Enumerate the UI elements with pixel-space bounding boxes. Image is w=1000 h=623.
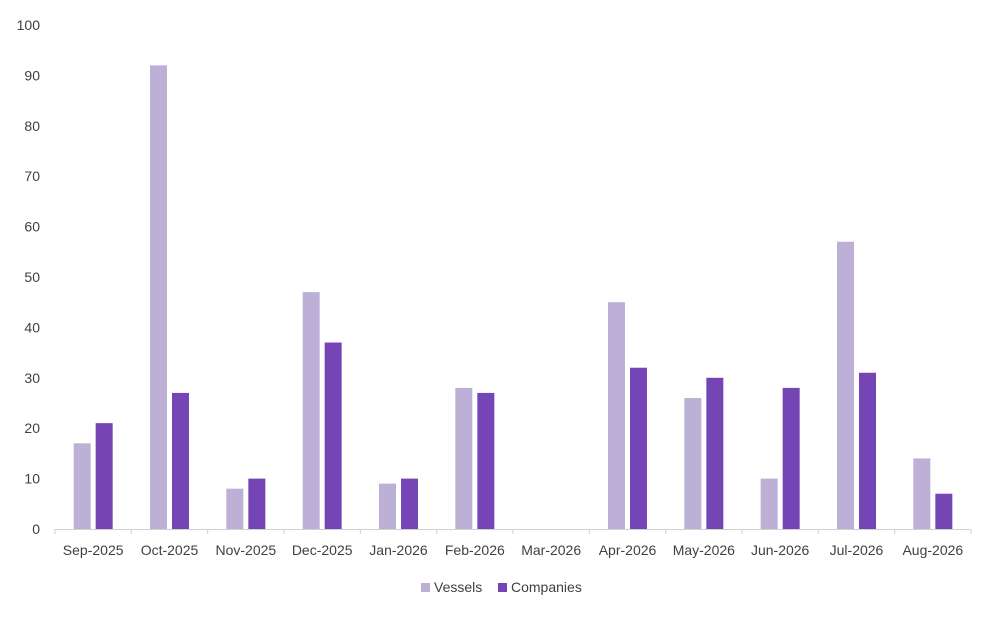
legend-swatch-companies (498, 583, 507, 592)
y-tick-label: 30 (24, 370, 40, 386)
bar-companies-may-2026 (706, 377, 724, 529)
bar-companies-apr-2026 (630, 367, 647, 529)
x-tick-label: Feb-2026 (445, 542, 505, 558)
x-tick-label: Nov-2025 (215, 542, 276, 558)
bar-vessels-may-2026 (684, 397, 702, 529)
bar-vessels-sep-2025 (73, 443, 91, 529)
bar-vessels-oct-2025 (150, 65, 167, 529)
y-tick-label: 0 (32, 521, 40, 537)
legend-label-companies: Companies (511, 579, 582, 595)
bar-vessels-nov-2025 (226, 488, 244, 529)
bar-companies-nov-2025 (248, 478, 266, 529)
y-tick-label: 80 (24, 118, 40, 134)
bar-vessels-feb-2026 (455, 387, 473, 529)
x-tick-label: Mar-2026 (521, 542, 581, 558)
x-tick-label: May-2026 (673, 542, 735, 558)
bar-vessels-jan-2026 (379, 483, 396, 529)
x-tick-label: Oct-2025 (141, 542, 199, 558)
y-tick-label: 40 (24, 319, 40, 335)
x-axis-ticks: Sep-2025 Oct-2025 Nov-2025 Dec-2025 Jan-2026… (63, 542, 964, 558)
legend-swatch-vessels (421, 583, 430, 592)
x-axis-tick-marks (54, 529, 972, 534)
y-axis-ticks: 0 10 20 30 40 50 60 70 80 90 100 (17, 17, 41, 537)
y-tick-label: 90 (24, 67, 40, 83)
y-tick-label: 70 (24, 168, 40, 184)
y-tick-label: 60 (24, 219, 40, 235)
bar-companies-feb-2026 (477, 392, 495, 529)
legend-label-vessels: Vessels (434, 579, 482, 595)
bar-companies-oct-2025 (172, 392, 189, 529)
x-tick-label: Jan-2026 (369, 542, 428, 558)
x-tick-label: Aug-2026 (902, 542, 963, 558)
y-tick-label: 100 (17, 17, 41, 33)
x-tick-label: Sep-2025 (63, 542, 124, 558)
bar-companies-dec-2025 (324, 342, 342, 529)
x-tick-label: Apr-2026 (599, 542, 657, 558)
x-tick-label: Jul-2026 (830, 542, 884, 558)
x-tick-label: Jun-2026 (751, 542, 810, 558)
bar-vessels-jul-2026 (837, 241, 854, 529)
bar-vessels-dec-2025 (302, 292, 320, 529)
x-tick-label: Dec-2025 (292, 542, 353, 558)
bar-companies-jun-2026 (782, 387, 800, 529)
bar-companies-sep-2025 (95, 423, 113, 529)
y-tick-label: 10 (24, 471, 40, 487)
y-tick-label: 20 (24, 420, 40, 436)
bar-vessels-aug-2026 (913, 458, 931, 529)
y-tick-label: 50 (24, 269, 40, 285)
bar-companies-aug-2026 (935, 493, 953, 529)
bar-vessels-apr-2026 (608, 302, 625, 529)
bar-companies-jul-2026 (859, 372, 876, 529)
bars (73, 65, 953, 529)
bar-companies-jan-2026 (401, 478, 418, 529)
bar-vessels-jun-2026 (760, 478, 778, 529)
legend: Vessels Companies (421, 579, 582, 595)
